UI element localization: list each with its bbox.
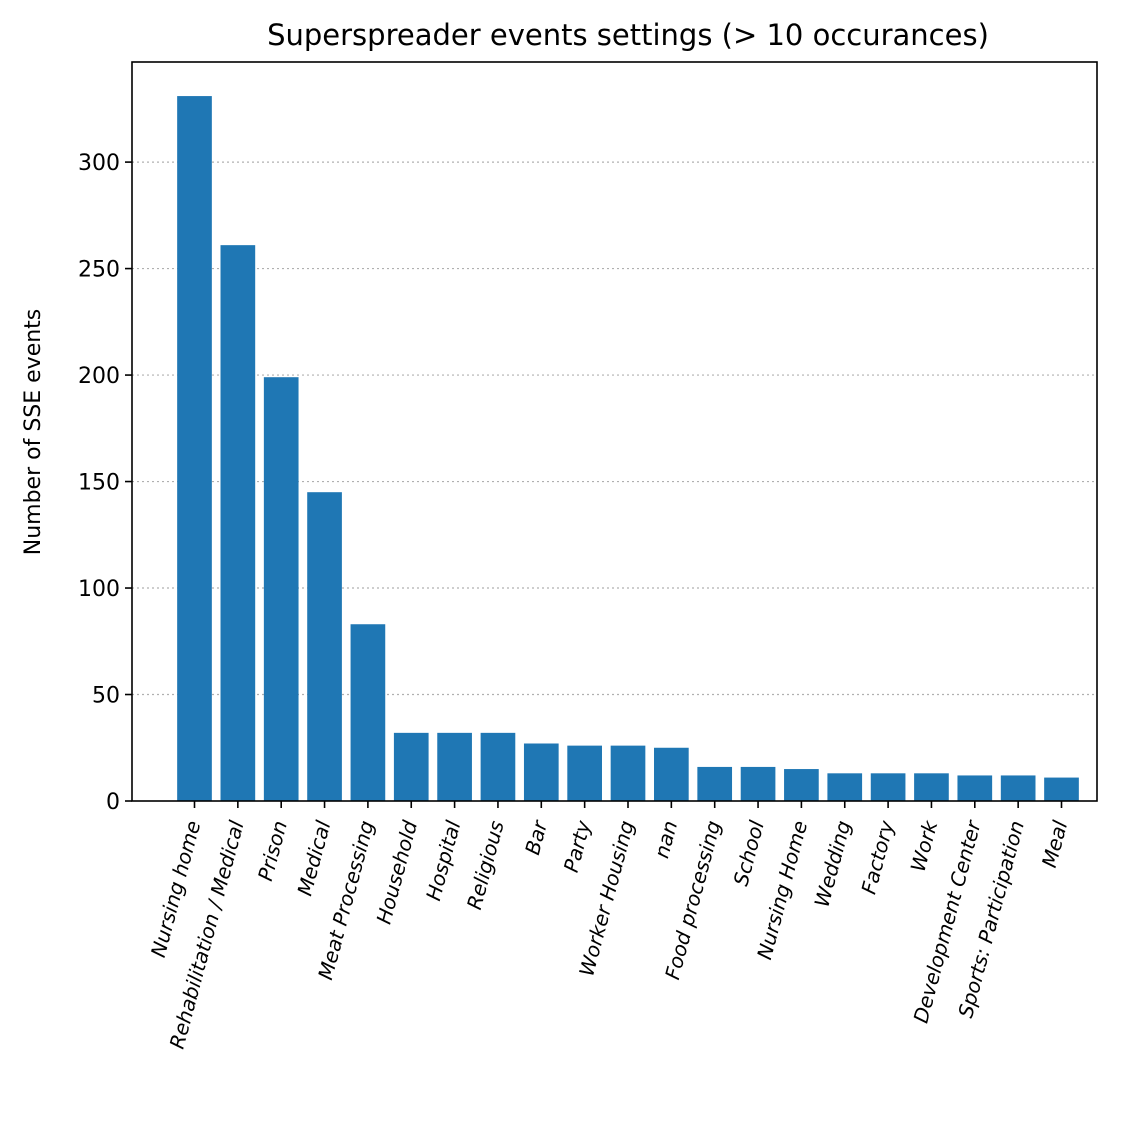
bar (220, 245, 256, 802)
bar (350, 624, 386, 801)
x-tick-label: Wedding (810, 818, 856, 910)
bar (827, 773, 863, 801)
x-tick-label: Prison (253, 818, 292, 883)
bar (480, 732, 516, 801)
bar (740, 766, 776, 801)
bar (697, 766, 733, 801)
bar (784, 769, 819, 801)
x-tick-label: Factory (856, 817, 899, 897)
bar (567, 745, 602, 801)
plot-area-frame (131, 61, 1098, 802)
bar (523, 743, 559, 801)
y-tick-label: 50 (92, 684, 120, 709)
y-tick-label: 250 (78, 258, 120, 283)
x-tick-label: Religious (462, 818, 509, 912)
y-axis-ticks: 0 50 100 150 200 250 300 (78, 151, 132, 815)
bar (1044, 777, 1079, 801)
bar (1000, 775, 1036, 801)
y-tick-label: 100 (78, 577, 120, 602)
bar (307, 492, 342, 801)
x-tick-label: Household (372, 818, 423, 927)
x-tick-label: Medical (292, 818, 335, 899)
y-tick-label: 200 (78, 364, 120, 389)
x-tick-label: Party (559, 817, 596, 875)
x-tick-label: Meal (1037, 818, 1073, 870)
bar (437, 732, 472, 801)
bar (870, 773, 906, 801)
bar (914, 773, 949, 801)
chart-title: Superspreader events settings (> 10 occu… (267, 18, 989, 52)
y-axis-label: Number of SSE events (21, 309, 46, 556)
bar (263, 377, 299, 801)
y-tick-label: 300 (78, 151, 120, 176)
bar (177, 96, 212, 801)
bar (654, 747, 689, 801)
y-tick-label: 0 (106, 790, 120, 815)
bar (957, 775, 993, 801)
bar (393, 732, 429, 801)
x-tick-label: Hospital (421, 818, 465, 903)
x-tick-label: Work (906, 817, 943, 875)
bars (177, 96, 1079, 802)
x-tick-label: School (729, 818, 769, 889)
x-tick-label: nan (649, 818, 682, 861)
x-tick-label: Bar (520, 816, 552, 857)
bar (610, 745, 646, 801)
y-tick-label: 150 (78, 471, 120, 496)
